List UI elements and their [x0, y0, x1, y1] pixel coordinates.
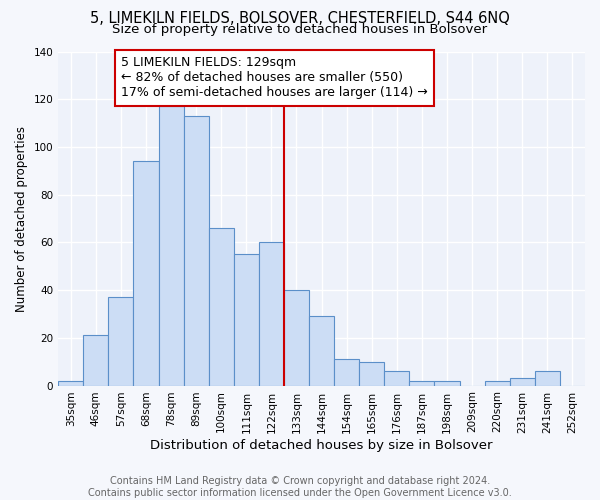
- Text: 5, LIMEKILN FIELDS, BOLSOVER, CHESTERFIELD, S44 6NQ: 5, LIMEKILN FIELDS, BOLSOVER, CHESTERFIE…: [90, 11, 510, 26]
- Bar: [309, 316, 334, 386]
- Text: Size of property relative to detached houses in Bolsover: Size of property relative to detached ho…: [112, 22, 488, 36]
- Bar: [133, 162, 158, 386]
- Bar: [359, 362, 385, 386]
- Bar: [434, 381, 460, 386]
- Bar: [535, 372, 560, 386]
- Bar: [209, 228, 234, 386]
- Bar: [510, 378, 535, 386]
- Bar: [83, 336, 109, 386]
- Bar: [485, 381, 510, 386]
- Bar: [409, 381, 434, 386]
- Bar: [234, 254, 259, 386]
- X-axis label: Distribution of detached houses by size in Bolsover: Distribution of detached houses by size …: [151, 440, 493, 452]
- Text: 5 LIMEKILN FIELDS: 129sqm
← 82% of detached houses are smaller (550)
17% of semi: 5 LIMEKILN FIELDS: 129sqm ← 82% of detac…: [121, 56, 428, 100]
- Bar: [334, 360, 359, 386]
- Bar: [385, 372, 409, 386]
- Text: Contains HM Land Registry data © Crown copyright and database right 2024.
Contai: Contains HM Land Registry data © Crown c…: [88, 476, 512, 498]
- Bar: [184, 116, 209, 386]
- Bar: [158, 106, 184, 386]
- Y-axis label: Number of detached properties: Number of detached properties: [15, 126, 28, 312]
- Bar: [109, 298, 133, 386]
- Bar: [259, 242, 284, 386]
- Bar: [284, 290, 309, 386]
- Bar: [58, 381, 83, 386]
